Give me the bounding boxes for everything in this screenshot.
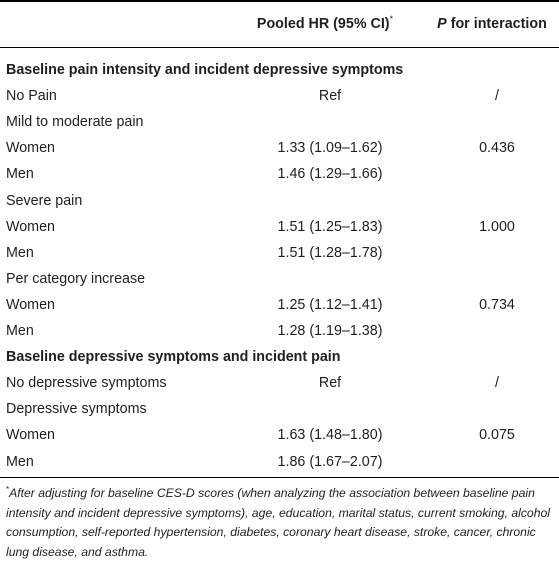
table-row: Women 1.33 (1.09–1.62) 0.436 bbox=[0, 136, 559, 160]
section-heading: Baseline depressive symptoms and inciden… bbox=[6, 349, 341, 366]
footnote-marker: * bbox=[6, 484, 10, 494]
p-interaction-cell: / bbox=[495, 375, 499, 392]
p-interaction-cell: 1.000 bbox=[479, 218, 515, 235]
table-row: Women 1.51 (1.25–1.83) 1.000 bbox=[0, 215, 559, 239]
table-row: Depressive symptoms bbox=[0, 397, 559, 421]
table-row: Mild to moderate pain bbox=[0, 110, 559, 134]
row-label: No depressive symptoms bbox=[6, 375, 167, 392]
pooled-hr-cell: 1.25 (1.12–1.41) bbox=[277, 296, 383, 313]
pooled-hr-cell: Ref bbox=[318, 375, 342, 392]
row-label: Women bbox=[6, 427, 55, 444]
row-label: Women bbox=[6, 218, 55, 235]
row-label: Women bbox=[6, 296, 55, 313]
table-footnote: *After adjusting for baseline CES-D scor… bbox=[6, 484, 556, 562]
header-p-rest: for interaction bbox=[446, 16, 547, 32]
table-row: Per category increase bbox=[0, 267, 559, 291]
table-row: Women 1.63 (1.48–1.80) 0.075 bbox=[0, 423, 559, 447]
table-header-row: Pooled HR (95% CI)* P for interaction bbox=[0, 12, 559, 36]
row-label: Men bbox=[6, 323, 34, 339]
p-interaction-cell: 0.734 bbox=[479, 296, 515, 313]
section-heading-row: Baseline pain intensity and incident dep… bbox=[0, 58, 559, 82]
p-interaction-cell: 0.436 bbox=[479, 140, 515, 157]
row-label: Men bbox=[6, 166, 34, 183]
pooled-hr-cell: 1.63 (1.48–1.80) bbox=[277, 427, 383, 444]
table-row: Men 1.28 (1.19–1.38) bbox=[0, 319, 559, 343]
row-label: Severe pain bbox=[6, 192, 83, 209]
header-pooled-hr: Pooled HR (95% CI)* bbox=[220, 12, 430, 36]
pooled-hr-cell: 1.33 (1.09–1.62) bbox=[277, 140, 383, 157]
header-p-interaction: P for interaction bbox=[425, 12, 559, 36]
row-label: No Pain bbox=[6, 88, 57, 105]
table-row: Severe pain bbox=[0, 189, 559, 213]
pooled-hr-cell: 1.46 (1.29–1.66) bbox=[277, 166, 383, 183]
row-label: Depressive symptoms bbox=[6, 401, 147, 418]
row-label: Men bbox=[6, 244, 34, 261]
section-heading-row: Baseline depressive symptoms and inciden… bbox=[0, 345, 559, 369]
table-row: Men 1.86 (1.67–2.07) bbox=[0, 450, 559, 474]
footnote-text: After adjusting for baseline CES-D score… bbox=[6, 486, 550, 559]
header-rule bbox=[0, 47, 559, 48]
row-label: Mild to moderate pain bbox=[6, 114, 144, 131]
pooled-hr-cell: Ref bbox=[318, 88, 342, 105]
pooled-hr-cell: 1.51 (1.28–1.78) bbox=[277, 244, 383, 261]
table-row: Women 1.25 (1.12–1.41) 0.734 bbox=[0, 293, 559, 317]
pooled-hr-cell: 1.28 (1.19–1.38) bbox=[277, 323, 383, 339]
top-rule bbox=[0, 0, 559, 2]
header-pooled-hr-label: Pooled HR (95% CI) bbox=[256, 16, 390, 32]
table-row: Men 1.51 (1.28–1.78) bbox=[0, 241, 559, 265]
row-label: Men bbox=[6, 453, 34, 470]
table-row: No Pain Ref / bbox=[0, 84, 559, 108]
section-heading: Baseline pain intensity and incident dep… bbox=[6, 62, 404, 78]
p-interaction-cell: / bbox=[495, 88, 499, 105]
table-row: Men 1.46 (1.29–1.66) bbox=[0, 162, 559, 186]
header-footnote-marker: * bbox=[389, 14, 394, 25]
header-p-italic: P bbox=[437, 16, 447, 32]
pooled-hr-cell: 1.86 (1.67–2.07) bbox=[277, 453, 383, 470]
p-interaction-cell: 0.075 bbox=[479, 427, 515, 444]
pooled-hr-cell: 1.51 (1.25–1.83) bbox=[277, 218, 383, 235]
bottom-rule bbox=[0, 477, 559, 478]
table-row: No depressive symptoms Ref / bbox=[0, 371, 559, 395]
row-label: Women bbox=[6, 140, 55, 157]
row-label: Per category increase bbox=[6, 270, 146, 287]
